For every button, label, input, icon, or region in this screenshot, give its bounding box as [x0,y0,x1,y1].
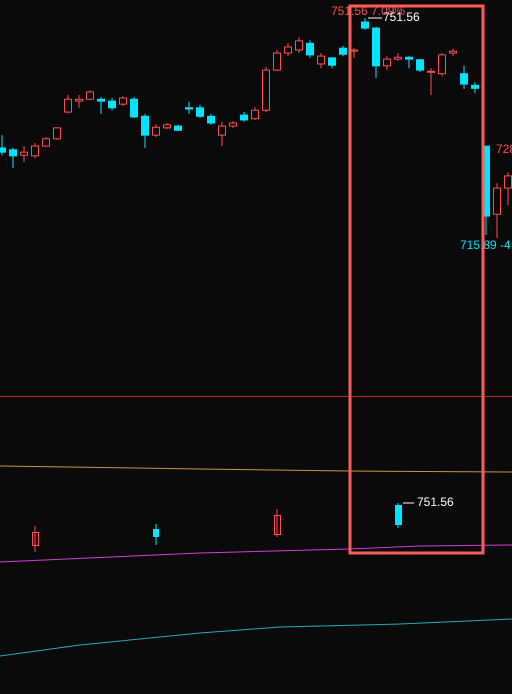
candle-body [196,107,204,117]
candle-body [174,125,182,131]
indicator-line [0,618,512,657]
candle-body [75,98,83,102]
candle-body [460,73,468,85]
candle-body [284,46,292,54]
candles [0,18,512,238]
candle-body [108,100,116,109]
candle-body [130,98,138,118]
candle-body [251,109,259,120]
candle-body [449,50,457,54]
candle-body [229,122,237,127]
candle-body [119,97,127,105]
candle-body [53,127,61,140]
candle-body [317,55,325,65]
candle-body [328,57,336,66]
candle-body [504,175,512,189]
annotation: 751.56 [383,10,420,24]
candle-body [372,27,380,67]
candle-body [31,145,39,157]
candle-body [64,98,72,113]
candle-body [273,52,281,71]
candle-body [141,115,149,136]
candle-body [306,42,314,56]
candle-body [262,69,270,111]
indicator-candles [32,502,414,552]
candle-body [97,98,105,102]
candle-body [361,21,369,29]
candle-body [185,107,193,110]
indicator-line [0,465,512,473]
candle-body [405,56,413,60]
candle-body [42,138,50,147]
candle-body [295,40,303,51]
annotation: 715.89 -4. [460,238,512,252]
candle-body [339,47,347,55]
candle-body [383,58,391,67]
candle-body [86,91,94,100]
candle-body [240,114,248,121]
candle-body [350,49,358,52]
candle-body [207,115,215,124]
candle-body [163,124,171,129]
annotation: 751.56 [417,495,454,509]
candle-body [493,187,501,215]
candle-body [427,70,435,73]
highlight-box [348,4,485,555]
annotation: 728 [496,142,512,156]
candle-body [471,84,479,89]
candle-body [20,151,28,156]
candle-body [218,125,226,136]
candle-body [0,147,6,153]
candle-body [152,126,160,136]
candle-body [394,56,402,60]
candle-body [416,59,424,71]
candle-body [438,54,446,75]
candle-body [9,149,17,157]
